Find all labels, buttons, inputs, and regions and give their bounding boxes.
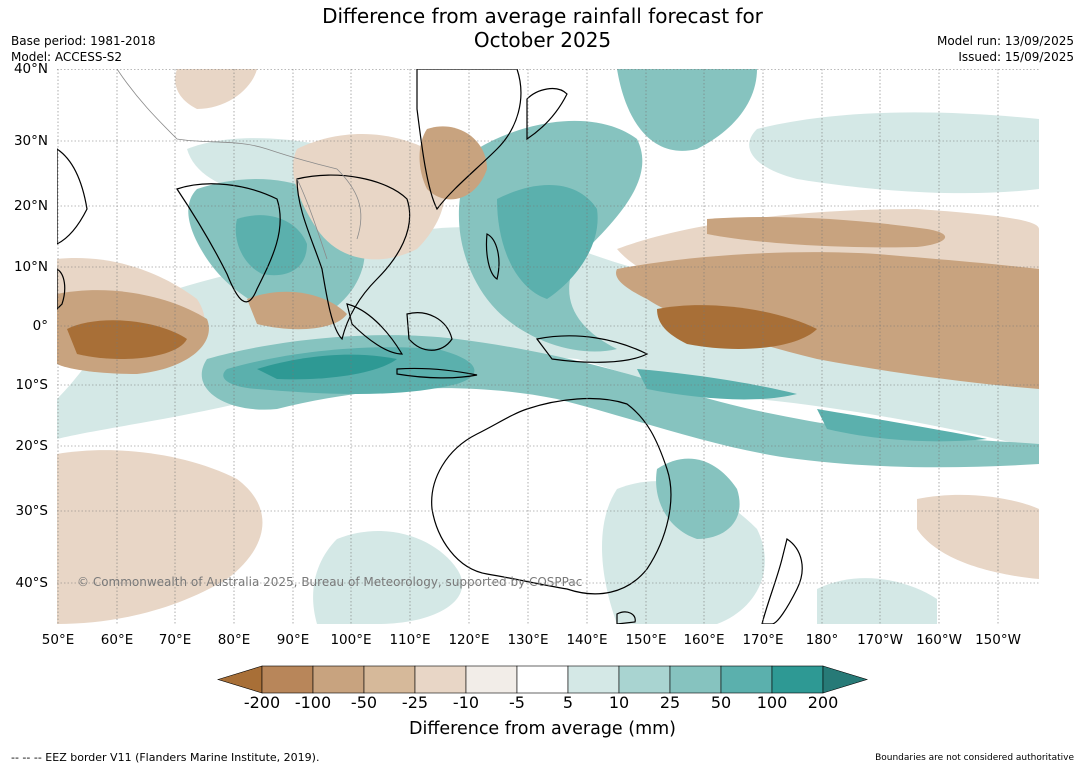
legend-tick-label: 5 <box>562 693 574 712</box>
legend-swatch <box>720 665 773 694</box>
lon-label: 110°E <box>389 632 431 648</box>
legend-tick-label: 25 <box>659 693 681 712</box>
legend-swatch <box>516 665 569 694</box>
legend-swatch <box>261 665 314 694</box>
lat-label: 40°S <box>15 575 49 591</box>
title-line-1: Difference from average rainfall forecas… <box>322 4 763 28</box>
model-name: Model: ACCESS-S2 <box>11 50 123 64</box>
legend-arrow-low <box>216 665 263 694</box>
lon-label: 70°E <box>158 632 192 648</box>
lat-label: 30°N <box>13 133 48 149</box>
legend-title: Difference from average (mm) <box>408 719 677 739</box>
legend-tick-label: -10 <box>452 693 480 712</box>
lon-label: 50°E <box>41 632 75 648</box>
lon-label: 180° <box>805 632 839 648</box>
lon-label: 170°W <box>857 632 903 648</box>
legend-tick-label: 10 <box>608 693 630 712</box>
lon-label: 150°W <box>975 632 1021 648</box>
meta-right: Model run: 13/09/2025 Issued: 15/09/2025 <box>937 33 1074 65</box>
legend-tick-label: 100 <box>756 693 788 712</box>
lat-label: 40°N <box>13 61 48 77</box>
legend-tick-label: -5 <box>509 693 525 712</box>
legend-swatch <box>771 665 824 694</box>
wet-anomaly-core <box>257 354 397 380</box>
model-run: Model run: 13/09/2025 <box>936 34 1074 48</box>
legend-swatch <box>669 665 722 694</box>
lon-label: 160°W <box>916 632 962 648</box>
legend-tick-label: 200 <box>807 693 839 712</box>
legend-swatch <box>465 665 518 694</box>
title-line-2: October 2025 <box>473 28 612 52</box>
map-title: Difference from average rainfall forecas… <box>0 4 1085 52</box>
lon-label: 80°E <box>217 632 251 648</box>
lon-label: 120°E <box>448 632 490 648</box>
map-area <box>57 69 1039 624</box>
legend-swatch <box>414 665 467 694</box>
color-legend <box>216 665 869 694</box>
lon-label: 170°E <box>742 632 784 648</box>
coastlines <box>57 69 803 624</box>
legend-tick-label: -200 <box>243 693 281 712</box>
lat-label: 10°S <box>15 377 49 393</box>
meta-left: Base period: 1981-2018 Model: ACCESS-S2 <box>11 33 156 65</box>
lon-label: 150°E <box>625 632 667 648</box>
lat-label: 0° <box>32 318 48 334</box>
country-borders <box>116 69 362 260</box>
boundaries-note: Boundaries are not considered authoritat… <box>875 753 1074 763</box>
lon-label: 140°E <box>566 632 608 648</box>
legend-tick-label: -25 <box>401 693 429 712</box>
issued-date: Issued: 15/09/2025 <box>958 50 1074 64</box>
lat-label: 10°N <box>13 259 48 275</box>
rainfall-map <box>57 69 1039 624</box>
eez-note: -- -- -- EEZ border V11 (Flanders Marine… <box>11 751 320 764</box>
legend-swatches <box>216 665 869 694</box>
legend-swatch <box>312 665 365 694</box>
graticule <box>57 69 1039 624</box>
lon-label: 90°E <box>276 632 310 648</box>
legend-tick-label: -50 <box>350 693 378 712</box>
legend-swatch <box>618 665 671 694</box>
legend-arrow-high <box>822 665 869 694</box>
base-period: Base period: 1981-2018 <box>11 34 156 48</box>
legend-tick-label: 50 <box>710 693 732 712</box>
lat-label: 20°N <box>13 198 48 214</box>
lon-label: 60°E <box>100 632 134 648</box>
legend-swatch <box>363 665 416 694</box>
copyright-note: © Commonwealth of Australia 2025, Bureau… <box>77 575 583 589</box>
lat-label: 30°S <box>15 503 49 519</box>
legend-swatch <box>567 665 620 694</box>
lon-label: 100°E <box>330 632 372 648</box>
lon-label: 160°E <box>683 632 725 648</box>
lon-label: 130°E <box>507 632 549 648</box>
lat-label: 20°S <box>15 438 49 454</box>
legend-tick-label: -100 <box>294 693 332 712</box>
dry-anomaly-dark <box>67 305 817 359</box>
